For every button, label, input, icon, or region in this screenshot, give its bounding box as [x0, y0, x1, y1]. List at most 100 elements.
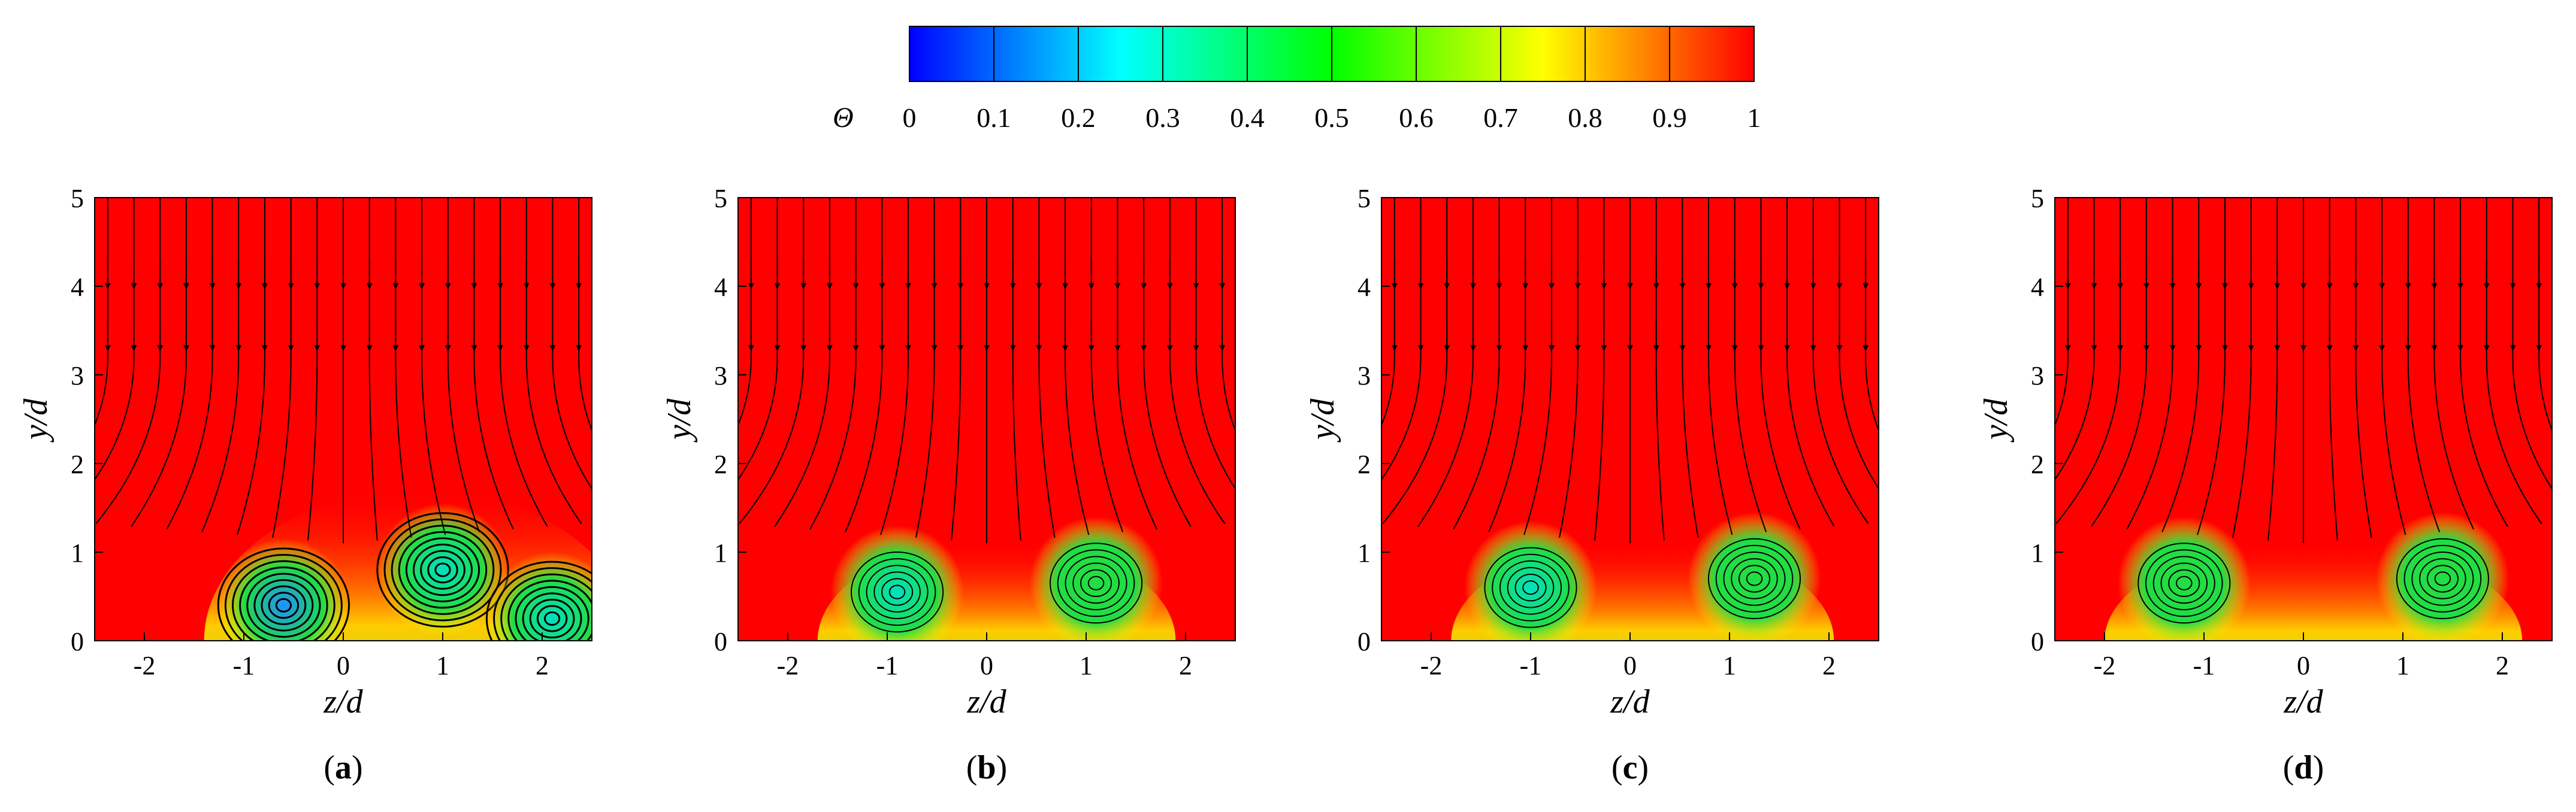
streamline [2055, 198, 2095, 481]
vortex-streamline [2411, 552, 2474, 606]
panel-b: 0 1 2 3 4 5 -2 -1 0 1 2 z/d y/d (b) [661, 184, 1236, 786]
x-tick-label: 2 [1822, 651, 1836, 680]
y-tick-label: 4 [2031, 272, 2044, 302]
streamline [368, 198, 378, 541]
x-tick-label: -2 [2094, 651, 2116, 680]
x-tick-label: 0 [1623, 651, 1637, 680]
colorbar-tick-label: 0.3 [1145, 102, 1180, 133]
streamline [272, 198, 292, 538]
x-axis-label: z/d [966, 683, 1006, 720]
x-tick-label: 1 [1723, 651, 1736, 680]
streamline [1786, 198, 1835, 527]
vortex-streamline [398, 531, 488, 609]
vortex-streamline [420, 550, 465, 590]
colorbar-tick-label: 0 [903, 102, 917, 133]
y-tick-label: 1 [714, 538, 727, 568]
streamline [1734, 198, 1767, 532]
colorbar-tick-label: 0.4 [1230, 102, 1265, 133]
x-tick-label: 1 [1080, 651, 1093, 680]
vortex-streamline [881, 578, 914, 606]
vortex-streamline [239, 566, 328, 641]
streamline [1381, 198, 1422, 481]
vortex-streamline [1065, 556, 1127, 611]
streamline [1594, 198, 1605, 541]
vortex-streamline [412, 543, 473, 596]
vortex-streamline [217, 547, 350, 641]
streamline [1169, 198, 1226, 525]
vortex-streamline [851, 552, 944, 633]
streamline [578, 198, 592, 432]
streamline [1865, 198, 1879, 432]
streamline [1117, 198, 1157, 530]
streamline [2460, 198, 2508, 527]
streamline [2512, 198, 2552, 490]
vortex-streamline [2176, 575, 2193, 590]
y-tick-label: 2 [1357, 450, 1371, 479]
vortex-streamline [2396, 538, 2489, 620]
vortex-streamline [405, 537, 480, 602]
streamline [166, 198, 213, 530]
vortex-streamline [253, 579, 314, 632]
colorbar-tick-label: 1 [1747, 102, 1761, 133]
y-tick-label: 2 [2031, 450, 2044, 479]
streamline [1559, 198, 1579, 538]
streamline [1682, 198, 1699, 538]
y-tick-label: 0 [714, 627, 727, 656]
colorbar-tick-label: 0.6 [1399, 102, 1434, 133]
streamline [2381, 198, 2406, 535]
temperature-field [95, 198, 592, 641]
vortex-streamline [2152, 556, 2215, 611]
streamline [2433, 198, 2474, 530]
streamline [1143, 198, 1192, 527]
y-tick-label: 5 [2031, 184, 2044, 213]
streamline [2355, 198, 2372, 538]
y-tick-label: 3 [71, 361, 84, 390]
vortex-streamline [493, 567, 592, 641]
x-tick-label: -1 [2193, 651, 2215, 680]
x-tick-label: -1 [876, 651, 899, 680]
x-axis-label: z/d [323, 683, 363, 720]
temperature-field [1381, 198, 1879, 641]
streamline [809, 198, 857, 530]
x-axis-label: z/d [2283, 683, 2323, 720]
vortex-core [1688, 512, 1821, 641]
vortex-streamline [224, 553, 343, 641]
vortex-streamline [500, 573, 592, 641]
streamline [1839, 198, 1879, 490]
y-tick-label: 0 [2031, 627, 2044, 656]
streamline [307, 198, 318, 541]
colorbar-tick-label: 0.1 [976, 102, 1011, 133]
streamline [447, 198, 480, 532]
colorbar-tick-labels: 0 0.1 0.2 0.3 0.4 0.5 0.6 0.7 0.8 0.9 1 [903, 102, 1761, 133]
streamline [395, 198, 412, 538]
y-tick-label: 3 [714, 361, 727, 390]
vortex-streamline [1507, 566, 1555, 608]
x-tick-label: 0 [980, 651, 993, 680]
vortex-streamline [1057, 549, 1135, 617]
colorbar-symbol: Θ [833, 102, 854, 134]
streamline [2126, 198, 2173, 530]
vortex-streamline [485, 560, 592, 641]
vortex-streamline [268, 592, 300, 619]
x-tick-label: 2 [536, 651, 549, 680]
vortex-streamline [2426, 565, 2459, 593]
vortex-streamline [529, 598, 575, 639]
streamline [95, 198, 108, 427]
vortex-streamline [261, 585, 307, 625]
streamline [95, 198, 161, 525]
streamline [774, 198, 830, 527]
vortex-streamline [1746, 571, 1763, 586]
y-tick-label: 1 [1357, 538, 1371, 568]
streamline [2267, 198, 2278, 541]
y-tick-label: 0 [1357, 627, 1371, 656]
y-tick-label: 4 [714, 272, 727, 302]
colorbar-legend: 0 0.1 0.2 0.3 0.4 0.5 0.6 0.7 0.8 0.9 1 Θ [833, 26, 1761, 134]
streamline [738, 198, 778, 481]
streamline [845, 198, 883, 532]
streamline [1417, 198, 1474, 527]
streamline [421, 198, 446, 535]
vortex-streamline [232, 560, 335, 641]
streamline [1222, 198, 1235, 432]
streamline [1012, 198, 1021, 541]
